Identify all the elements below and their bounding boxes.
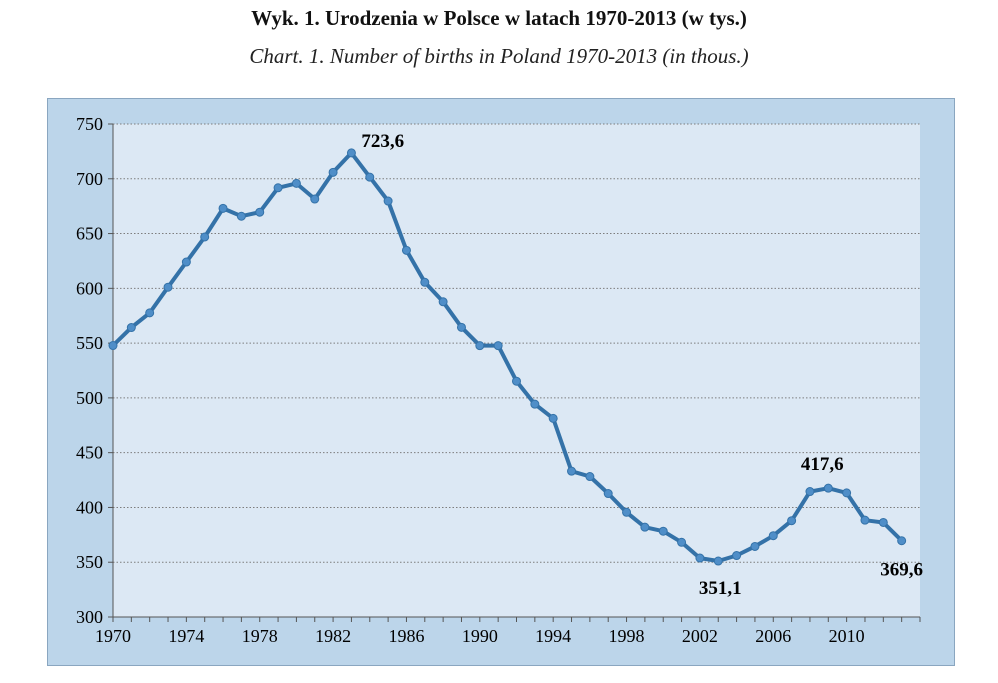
data-point bbox=[805, 487, 815, 497]
x-tick-label: 2002 bbox=[682, 626, 718, 646]
data-label: 417,6 bbox=[801, 454, 844, 475]
data-point bbox=[768, 531, 778, 541]
x-tick-label: 1970 bbox=[95, 626, 131, 646]
data-point bbox=[713, 556, 723, 566]
x-tick-label: 2010 bbox=[829, 626, 865, 646]
data-point bbox=[273, 183, 283, 193]
data-point bbox=[383, 196, 393, 206]
data-point bbox=[365, 172, 375, 182]
data-label: 369,6 bbox=[880, 560, 923, 581]
data-point bbox=[346, 148, 356, 158]
data-label: 351,1 bbox=[699, 578, 742, 599]
y-tick-label: 300 bbox=[76, 607, 103, 627]
data-label: 723,6 bbox=[361, 131, 404, 152]
data-point bbox=[732, 551, 742, 561]
chart-area: 300 350 400 450 500 550 600 650 700 750 1970 1974 19… bbox=[47, 98, 955, 666]
data-point bbox=[145, 308, 155, 318]
line-chart: 300 350 400 450 500 550 600 650 700 750 1970 1974 19… bbox=[76, 114, 923, 646]
data-point bbox=[750, 541, 760, 551]
x-tick-label: 1974 bbox=[168, 626, 204, 646]
data-point bbox=[456, 322, 466, 332]
data-point bbox=[328, 167, 338, 177]
data-point bbox=[200, 232, 210, 242]
data-point bbox=[823, 483, 833, 493]
data-point bbox=[512, 376, 521, 386]
x-tick-label: 1986 bbox=[388, 626, 424, 646]
data-point bbox=[695, 553, 705, 563]
data-point bbox=[126, 323, 136, 333]
data-point bbox=[181, 257, 191, 267]
y-tick-label: 600 bbox=[76, 278, 103, 298]
y-tick-label: 750 bbox=[76, 114, 103, 134]
data-point bbox=[640, 522, 650, 532]
y-tick-label: 650 bbox=[76, 224, 103, 244]
y-tick-label: 700 bbox=[76, 169, 103, 189]
y-tick-label: 500 bbox=[76, 388, 103, 408]
y-tick-label: 450 bbox=[76, 443, 103, 463]
data-point bbox=[163, 282, 173, 292]
data-point bbox=[677, 537, 687, 547]
data-point bbox=[438, 297, 448, 307]
data-point bbox=[291, 178, 301, 188]
data-point bbox=[658, 526, 668, 536]
y-tick-label: 550 bbox=[76, 333, 103, 353]
x-tick-label: 1998 bbox=[609, 626, 645, 646]
data-point bbox=[622, 507, 632, 517]
y-tick-label: 400 bbox=[76, 497, 103, 517]
data-point bbox=[603, 489, 613, 499]
x-tick-label: 1994 bbox=[535, 626, 571, 646]
data-point bbox=[310, 194, 320, 204]
x-tick-label: 1978 bbox=[242, 626, 278, 646]
x-tick-label: 1982 bbox=[315, 626, 351, 646]
data-point bbox=[108, 341, 118, 351]
data-point bbox=[401, 245, 411, 255]
data-point bbox=[218, 203, 228, 213]
chart-subtitle: Chart. 1. Number of births in Poland 197… bbox=[249, 44, 749, 68]
x-tick-label: 1990 bbox=[462, 626, 498, 646]
data-point bbox=[475, 341, 485, 351]
data-point bbox=[420, 277, 430, 287]
data-point bbox=[897, 536, 907, 546]
data-point bbox=[548, 413, 558, 423]
data-point bbox=[236, 211, 246, 221]
data-point bbox=[860, 515, 870, 525]
data-point bbox=[493, 341, 503, 351]
data-point bbox=[567, 466, 577, 476]
plot-background bbox=[113, 124, 920, 617]
data-point bbox=[255, 207, 265, 217]
data-point bbox=[530, 399, 540, 409]
chart-title: Wyk. 1. Urodzenia w Polsce w latach 1970… bbox=[251, 6, 747, 30]
y-tick-label: 350 bbox=[76, 552, 103, 572]
data-point bbox=[787, 516, 797, 526]
data-point bbox=[842, 488, 852, 498]
data-point bbox=[585, 472, 595, 482]
data-point bbox=[878, 517, 888, 527]
x-tick-label: 2006 bbox=[755, 626, 791, 646]
